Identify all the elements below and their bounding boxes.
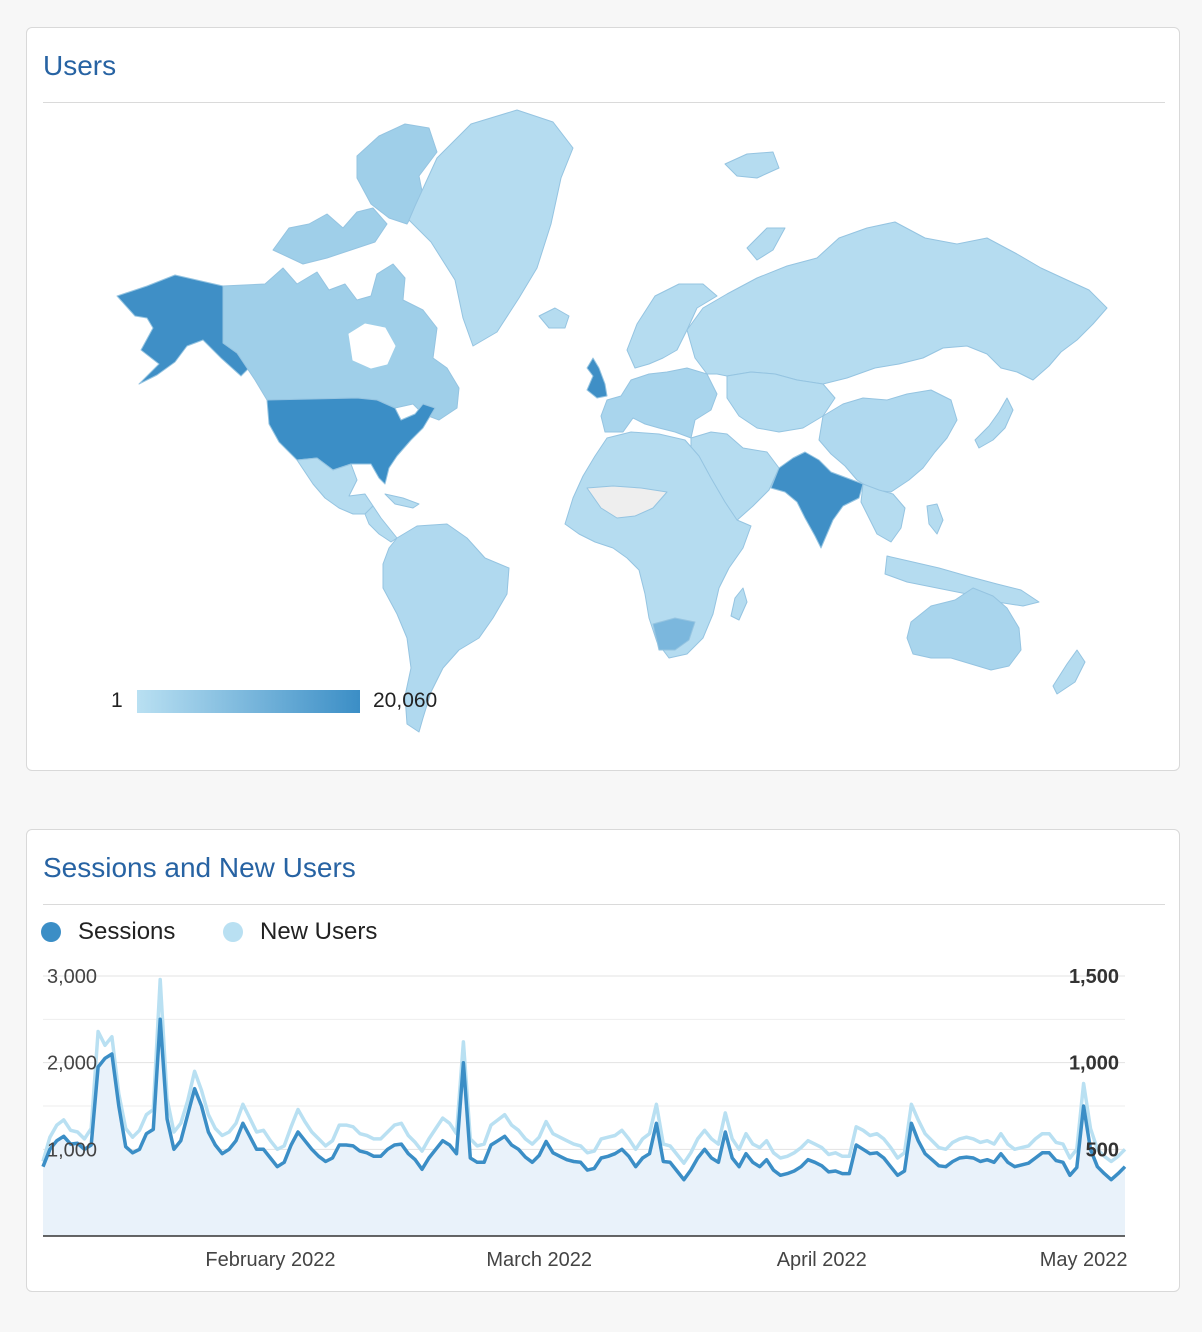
right-axis-tick-label: 1,000 (1069, 1053, 1119, 1075)
left-axis-tick-label: 3,000 (47, 966, 97, 988)
left-axis-tick-label: 1,000 (47, 1139, 97, 1161)
map-region-uk[interactable] (586, 357, 608, 399)
x-axis-tick-label: March 2022 (486, 1249, 592, 1271)
map-region-europe[interactable] (600, 367, 718, 439)
map-region-australia[interactable] (906, 587, 1022, 671)
sessions-area (43, 1019, 1125, 1236)
map-region-philippines[interactable] (926, 503, 944, 535)
x-axis-tick-label: February 2022 (205, 1249, 335, 1271)
map-region-iceland[interactable] (538, 307, 570, 329)
sessions-chart-card: Sessions and New Users Sessions New User… (26, 829, 1180, 1292)
map-region-canada-north[interactable] (356, 123, 438, 225)
map-card-title: Users (43, 50, 117, 81)
legend-dot-sessions (41, 922, 61, 942)
right-axis-tick-label: 1,500 (1069, 966, 1119, 988)
new-users-line (41, 977, 1127, 1165)
title-divider (43, 904, 1165, 905)
legend-min-label: 1 (111, 689, 123, 712)
x-axis-tick-label: May 2022 (1040, 1249, 1128, 1271)
map-region-india[interactable] (770, 451, 864, 549)
map-region-caribbean[interactable] (384, 493, 420, 509)
legend-dot-new-users (223, 922, 243, 942)
map-region-south-america[interactable] (382, 523, 510, 733)
legend-label-sessions: Sessions (78, 918, 176, 945)
map-region-new-zealand[interactable] (1052, 649, 1086, 695)
map-region-mexico[interactable] (296, 457, 374, 515)
title-divider (43, 102, 1165, 103)
map-region-indonesia[interactable] (884, 555, 1040, 607)
sessions-line-chart: 3,000 2,000 1,000 1,500 1,000 500 February 202… (41, 966, 1128, 1271)
map-region-central-america[interactable] (364, 505, 398, 543)
legend-label-new-users: New Users (260, 918, 378, 945)
map-region-novaya-zemlya[interactable] (746, 227, 786, 261)
x-axis-tick-label: April 2022 (777, 1249, 867, 1271)
legend-max-label: 20,060 (373, 689, 438, 712)
map-region-south-africa[interactable] (652, 617, 696, 651)
map-region-greenland[interactable] (408, 109, 574, 347)
map-region-japan[interactable] (974, 397, 1014, 449)
map-region-africa-nodata (586, 485, 668, 519)
map-region-canada[interactable] (222, 263, 460, 421)
world-map (116, 109, 1108, 733)
right-axis-tick-label: 500 (1086, 1139, 1119, 1161)
map-region-hudson-bay (348, 323, 396, 369)
chart-card-title: Sessions and New Users (43, 852, 356, 883)
map-region-svalbard[interactable] (724, 151, 780, 179)
map-region-china[interactable] (818, 389, 958, 493)
map-region-canada-islands[interactable] (272, 207, 388, 265)
map-region-madagascar[interactable] (730, 587, 748, 621)
map-region-southeast-asia[interactable] (860, 483, 906, 543)
map-region-scandinavia[interactable] (626, 283, 718, 369)
color-scale-legend (137, 690, 360, 713)
users-map-card: Users (26, 27, 1180, 771)
left-axis-tick-label: 2,000 (47, 1053, 97, 1075)
sessions-line (41, 1017, 1127, 1182)
